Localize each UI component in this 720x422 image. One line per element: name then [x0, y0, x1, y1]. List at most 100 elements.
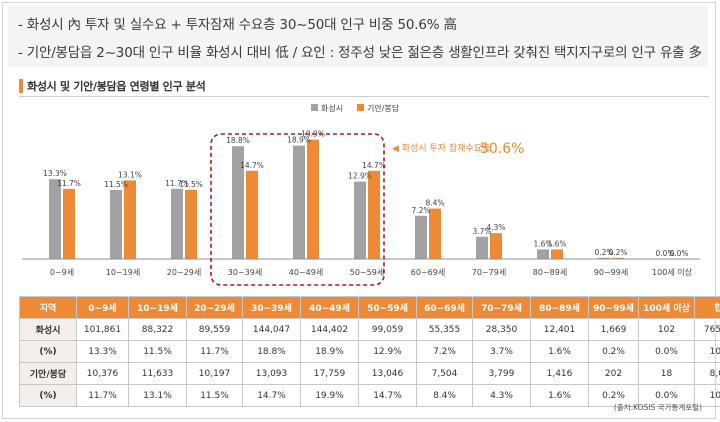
value-label-hwaseong-7: 3.7% — [472, 227, 491, 236]
chart-x-labels: 0~9세 10~19세 20~29세 30~39세 40~49세 50~59세 60~69세… — [50, 267, 693, 277]
value-label-gian-8: 1.6% — [547, 239, 566, 248]
bar-hwaseong-1 — [110, 190, 122, 259]
table-cell: 13,046 — [358, 362, 417, 385]
table-cell: 11.7% — [76, 384, 129, 407]
table-cell: 11.5% — [128, 340, 187, 363]
table-row: 화성시 101,861 88,322 89,559 144,047 144,402 99,0… — [19, 318, 720, 341]
value-label-hwaseong-1: 11.5% — [104, 180, 128, 189]
table-cell: 12.9% — [358, 340, 417, 363]
value-label-gian-7: 4.3% — [486, 223, 505, 232]
table-cell: 3.7% — [472, 340, 531, 363]
bar-gian-2 — [185, 190, 197, 259]
legend-swatch-0 — [311, 104, 318, 111]
bar-gian-1 — [124, 180, 136, 259]
x-tick-label-3: 30~39세 — [228, 268, 262, 277]
chart-legend: 화성시 기안/봉담 — [311, 103, 400, 113]
table-header-cell: 90~99세 — [588, 296, 639, 319]
table-cell: 14.7% — [358, 384, 417, 407]
table-cell: 11.5% — [186, 384, 243, 407]
table-row: (%) 13.3% 11.5% 11.7% 18.8% 18.9% 12.9% 7.2% 3.7… — [19, 340, 720, 363]
table-body: 화성시 101,861 88,322 89,559 144,047 144,402 99,0… — [19, 318, 720, 407]
table-cell: 1,669 — [588, 318, 639, 341]
table-cell: 10,197 — [186, 362, 243, 385]
table-cell: 18 — [638, 362, 695, 385]
table-cell: 55,355 — [416, 318, 473, 341]
headline-1: - 화성시 內 투자 및 실수요 + 투자잠재 수요층 30~50대 인구 비중… — [18, 17, 457, 33]
table-row-label: 기안/봉담 — [19, 362, 77, 385]
bar-gian-4 — [307, 139, 319, 259]
bar-hwaseong-7 — [476, 236, 488, 259]
table-row: 기안/봉담 10,376 11,633 10,197 13,093 17,759 13,04… — [19, 362, 720, 385]
bar-hwaseong-9 — [598, 257, 610, 259]
table-header-cell: 100세 이상 — [638, 296, 695, 319]
bar-hwaseong-5 — [354, 181, 366, 259]
section-divider — [19, 96, 709, 97]
bar-hwaseong-3 — [232, 146, 244, 259]
annotation-label: ◀ 화성시 투자 잠재수요층 — [392, 143, 490, 154]
table-cell: 17,759 — [300, 362, 359, 385]
x-tick-label-4: 40~49세 — [289, 268, 323, 277]
table-cell: 100% — [694, 384, 720, 407]
legend-label-1: 기안/봉담 — [367, 103, 400, 113]
bar-gian-0 — [63, 188, 75, 259]
table-header-cell: 70~79세 — [472, 296, 531, 319]
table-header-row: 지역 0~9세 10~19세 20~29세 30~39세 40~49세 50~59세 60~6… — [19, 296, 720, 319]
value-label-gian-3: 14.7% — [240, 161, 264, 170]
value-label-gian-5: 14.7% — [362, 161, 386, 170]
value-label-gian-1: 13.1% — [118, 170, 142, 179]
bar-hwaseong-8 — [537, 249, 549, 259]
bar-hwaseong-6 — [415, 215, 427, 259]
table-cell: 3,799 — [472, 362, 531, 385]
table-header-cell: 60~69세 — [416, 296, 473, 319]
table-cell: 13.3% — [76, 340, 129, 363]
value-label-gian-9: 0.2% — [608, 248, 627, 257]
table-cell: 765,107 — [694, 318, 720, 341]
table-cell: 19.9% — [300, 384, 359, 407]
table-cell: 11,633 — [128, 362, 187, 385]
value-label-gian-2: 11.5% — [179, 180, 203, 189]
table-row-label: (%) — [19, 384, 77, 407]
age-bar-chart: 화성시 기안/봉담 13.3%11.7% 11.5%13.1%11.7%11.5%1… — [22, 103, 700, 286]
table-cell: 144,047 — [242, 318, 301, 341]
bar-hwaseong-2 — [171, 188, 183, 259]
table-header-cell: 20~29세 — [186, 296, 243, 319]
table-cell: 1.6% — [530, 384, 589, 407]
table-cell: 18.8% — [242, 340, 301, 363]
table-cell: 0.0% — [638, 340, 695, 363]
table-cell: 102 — [638, 318, 695, 341]
value-label-hwaseong-8: 1.6% — [533, 239, 552, 248]
table-cell: 7.2% — [416, 340, 473, 363]
table-cell: 144,402 — [300, 318, 359, 341]
value-label-hwaseong-10: 0.0% — [655, 249, 674, 258]
table-cell: 0.2% — [588, 340, 639, 363]
bar-gian-7 — [490, 233, 502, 259]
section-marker — [19, 79, 23, 93]
table-header-cell: 10~19세 — [128, 296, 187, 319]
table-cell: 88,322 — [128, 318, 187, 341]
table-cell: 7,504 — [416, 362, 473, 385]
value-label-gian-6: 8.4% — [425, 199, 444, 208]
table-row-label: (%) — [19, 340, 77, 363]
x-tick-label-8: 80~89세 — [533, 268, 567, 277]
chart-bars — [49, 139, 624, 259]
table-header-cell: 0~9세 — [76, 296, 129, 319]
table-row-label: 화성시 — [19, 318, 77, 341]
table-cell: 1,416 — [530, 362, 589, 385]
value-label-hwaseong-6: 7.2% — [411, 206, 430, 215]
table-header-cell: 합계 — [694, 296, 720, 319]
table-cell: 8.4% — [416, 384, 473, 407]
page-frame — [2, 2, 716, 419]
table-cell: 13,093 — [242, 362, 301, 385]
table-cell: 0.2% — [588, 384, 639, 407]
table-header-cell: 80~89세 — [530, 296, 589, 319]
table-header-cell: 지역 — [19, 296, 77, 319]
table-header-cell: 50~59세 — [358, 296, 417, 319]
table-header-cell: 30~39세 — [242, 296, 301, 319]
highlight-box — [210, 133, 385, 286]
value-label-gian-10: 0.0% — [669, 249, 688, 258]
value-label-hwaseong-4: 18.9% — [287, 136, 311, 145]
table-cell: 100% — [694, 340, 720, 363]
bar-gian-3 — [246, 170, 258, 259]
table-cell: 202 — [588, 362, 639, 385]
headline-box — [8, 5, 708, 67]
